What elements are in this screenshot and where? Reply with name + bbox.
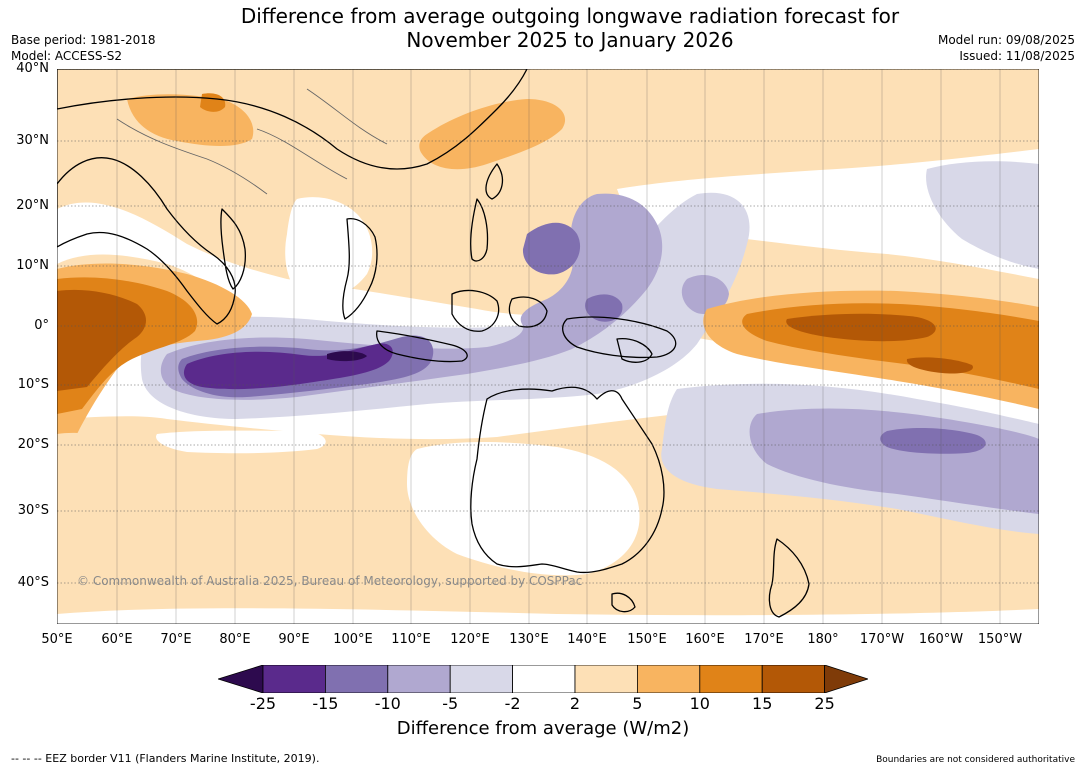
chart-title: Difference from average outgoing longwav… (170, 4, 970, 52)
latitude-label: 30°S (17, 503, 49, 518)
latitude-label: 40°N (16, 61, 49, 76)
anomaly-region (156, 430, 326, 454)
coastline (220, 208, 246, 290)
title-line-1: Difference from average outgoing longwav… (240, 4, 900, 28)
latitude-label: 0° (34, 318, 49, 333)
colorbar-segment (699, 665, 763, 693)
coastline (451, 289, 500, 332)
coastline (470, 386, 665, 574)
anomaly-region (926, 161, 1039, 269)
longitude-label: 160°W (918, 632, 964, 647)
longitude-label: 120°E (450, 632, 490, 647)
colorbar-tick-label: 2 (569, 694, 581, 713)
colorbar-segment (449, 665, 513, 693)
colorbar-segment (636, 665, 701, 693)
anomaly-region (681, 274, 729, 315)
colorbar-tick-label: 15 (752, 694, 773, 713)
coastline (57, 157, 236, 325)
anomaly-region (786, 313, 936, 342)
longitude-label: 110°E (391, 632, 431, 647)
coastline (611, 592, 636, 613)
latitude-label: 40°S (17, 575, 49, 590)
colorbar-tick-label: -15 (312, 694, 339, 713)
coastline (342, 218, 378, 320)
colorbar-segment (574, 665, 638, 693)
latitude-label: 20°N (16, 198, 49, 213)
colorbar-tick-label: -2 (504, 694, 521, 713)
longitude-label: 50°E (41, 632, 73, 647)
colorbar-label: Difference from average (W/m2) (396, 718, 690, 739)
longitude-label: 180° (807, 632, 839, 647)
coastline (57, 69, 528, 170)
anomaly-region (906, 357, 973, 374)
longitude-label: 130°E (509, 632, 549, 647)
coastline (562, 316, 677, 359)
colorbar-tick-label: 25 (814, 694, 835, 713)
colorbar (218, 665, 868, 693)
longitude-label: 160°E (685, 632, 725, 647)
latitude-label: 10°S (17, 377, 49, 392)
coastline (485, 163, 504, 200)
longitude-label: 90°E (278, 632, 310, 647)
model-run: Model run: 09/08/2025 (937, 33, 1075, 47)
latitude-label: 10°N (16, 258, 49, 273)
base-period: Base period: 1981-2018 (11, 33, 156, 47)
anomaly-region (327, 351, 367, 362)
anomaly-region (57, 289, 146, 391)
longitude-label: 170°E (744, 632, 784, 647)
longitude-label: 70°E (160, 632, 192, 647)
colorbar-tick-label: -25 (249, 694, 277, 713)
colorbar-tick-label: -5 (442, 694, 459, 713)
model-name: Model: ACCESS-S2 (11, 49, 123, 63)
title-line-2: November 2025 to January 2026 (406, 28, 734, 52)
boundaries-note: Boundaries are not considered authoritat… (876, 755, 1075, 765)
colorbar-tick-label: -10 (374, 694, 401, 713)
colorbar-segment (262, 665, 326, 693)
issued-date: Issued: 11/08/2025 (959, 49, 1075, 63)
map-svg (57, 69, 1039, 624)
eez-note: -- -- -- EEZ border V11 (Flanders Marine… (11, 752, 320, 765)
anomaly-region (57, 608, 1039, 624)
coastline (768, 538, 810, 618)
colorbar-min-arrow (218, 665, 264, 693)
anomaly-region (419, 99, 566, 170)
coastline (376, 330, 468, 363)
anomaly-region (585, 294, 623, 322)
longitude-label: 170°W (859, 632, 905, 647)
latitude-label: 30°N (16, 133, 49, 148)
longitude-label: 60°E (101, 632, 133, 647)
colorbar-segment (512, 665, 576, 693)
copyright-text: © Commonwealth of Australia 2025, Bureau… (77, 574, 583, 588)
coastline (508, 296, 548, 328)
map-panel (57, 69, 1039, 624)
anomaly-region (880, 428, 986, 454)
country-borders (116, 88, 388, 195)
longitude-label: 100°E (333, 632, 373, 647)
colorbar-segment (325, 665, 389, 693)
latitude-label: 20°S (17, 437, 49, 452)
anomaly-region (407, 442, 640, 576)
landmasses (57, 69, 810, 618)
anomaly-region (522, 222, 581, 275)
anomaly-region (57, 432, 107, 456)
colorbar-tick-label: 10 (689, 694, 710, 713)
longitude-label: 150°E (627, 632, 667, 647)
colorbar-segment (761, 665, 826, 693)
anomaly-region (285, 197, 373, 301)
longitude-label: 150°W (977, 632, 1023, 647)
colorbar-segment (387, 665, 451, 693)
meta-left: Base period: 1981-2018 Model: ACCESS-S2 (11, 32, 156, 64)
colorbar-tick-label: 5 (632, 694, 643, 713)
graticule (57, 69, 1039, 624)
anomaly-regions (57, 93, 1039, 624)
coastline (470, 198, 489, 262)
longitude-label: 140°E (567, 632, 607, 647)
meta-right: Model run: 09/08/2025 Issued: 11/08/2025 (938, 32, 1075, 64)
coastline (616, 338, 653, 363)
colorbar-max-arrow (824, 665, 868, 693)
longitude-label: 80°E (219, 632, 251, 647)
